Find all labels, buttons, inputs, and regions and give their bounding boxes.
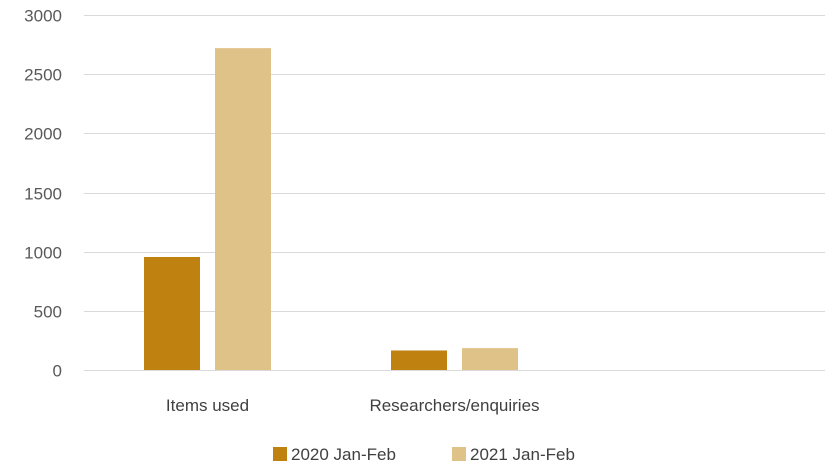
legend-label: 2020 Jan-Feb	[291, 445, 396, 464]
bar-1-1	[144, 256, 200, 370]
bars	[144, 48, 518, 371]
category-labels: Items used Researchers/enquiries	[166, 396, 540, 415]
y-tick-label: 2000	[24, 125, 62, 144]
bar-2-1	[215, 48, 271, 371]
legend-swatch	[273, 447, 287, 461]
legend-swatch	[452, 447, 466, 461]
y-tick-label: 1000	[24, 244, 62, 263]
gridlines	[84, 15, 825, 371]
bar-2-2	[462, 348, 518, 370]
y-axis-tick-labels: 0 500 1000 1500 2000 2500 3000	[24, 7, 62, 381]
category-label: Researchers/enquiries	[369, 396, 539, 415]
legend: 2020 Jan-Feb 2021 Jan-Feb	[273, 445, 575, 464]
y-tick-label: 2500	[24, 66, 62, 85]
y-tick-label: 1500	[24, 185, 62, 204]
category-label: Items used	[166, 396, 249, 415]
bar-1-2	[391, 350, 447, 370]
y-tick-label: 3000	[24, 7, 62, 26]
legend-label: 2021 Jan-Feb	[470, 445, 575, 464]
y-tick-label: 500	[34, 303, 62, 322]
y-tick-label: 0	[53, 362, 62, 381]
